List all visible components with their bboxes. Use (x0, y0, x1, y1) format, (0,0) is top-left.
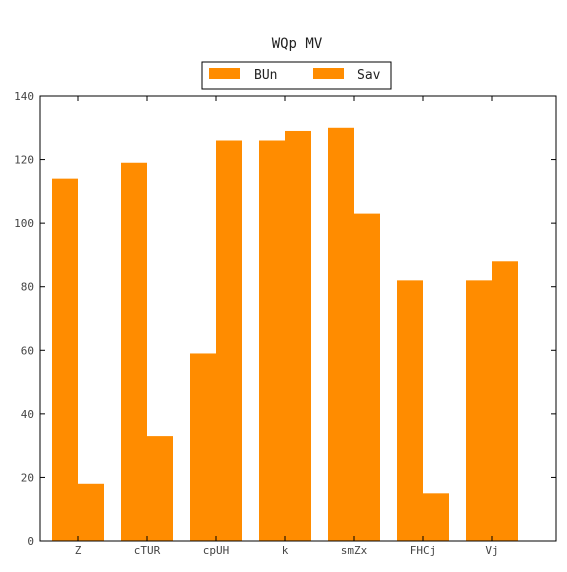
bar-sav-smzx (354, 213, 380, 541)
y-tick-label-120: 120 (14, 154, 34, 167)
legend-label-bun: BUn (254, 68, 277, 83)
x-tick-label-z: Z (75, 544, 82, 557)
bar-sav-k (285, 130, 311, 541)
y-tick-label-80: 80 (21, 281, 34, 294)
bar-sav-vj (492, 261, 518, 541)
legend-swatch-sav (313, 68, 344, 79)
bar-sav-ctur (147, 436, 173, 541)
bar-bun-z (52, 178, 78, 541)
bar-sav-z (78, 483, 104, 541)
x-tick-label-ctur: cTUR (134, 544, 161, 557)
bar-bun-cpuh (190, 353, 216, 541)
plot-frame (39, 95, 557, 542)
plot-area: 0 20 40 60 80 100 120 140 Z cTUR cpUH k smZx FHCj Vj (14, 90, 557, 557)
bar-bun-ctur (121, 162, 147, 541)
y-tick-label-0: 0 (27, 535, 34, 548)
bar-sav-cpuh (216, 140, 242, 541)
x-tick-label-k: k (282, 544, 289, 557)
chart-title: WQp MV (272, 36, 323, 52)
legend: BUn Sav (201, 61, 392, 90)
x-tick-label-fhcj: FHCj (410, 544, 437, 557)
y-tick-label-20: 20 (21, 471, 34, 484)
legend-swatch-bun (209, 68, 240, 79)
bar-bun-smzx (328, 127, 354, 542)
bar-bun-k (259, 140, 285, 541)
y-tick-label-60: 60 (21, 344, 34, 357)
y-tick-label-40: 40 (21, 408, 34, 421)
bar-sav-fhcj (423, 493, 449, 541)
x-tick-label-smzx: smZx (341, 544, 368, 557)
x-tick-label-vj: Vj (485, 544, 498, 557)
x-tick-label-cpuh: cpUH (203, 544, 230, 557)
y-tick-label-140: 140 (14, 90, 34, 103)
legend-label-sav: Sav (357, 68, 381, 83)
bar-bun-vj (466, 280, 492, 541)
y-tick-label-100: 100 (14, 217, 34, 230)
bar-bun-fhcj (397, 280, 423, 541)
